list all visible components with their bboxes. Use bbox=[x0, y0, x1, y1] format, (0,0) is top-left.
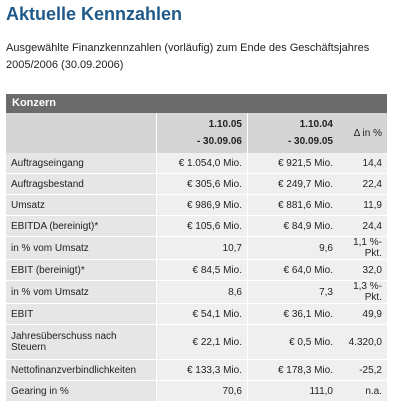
row-value-2005: € 921,5 Mio. bbox=[247, 153, 338, 174]
row-value-2006: € 22,1 Mio. bbox=[156, 324, 248, 360]
row-value-2005: 9,6 bbox=[247, 236, 338, 260]
row-value-2006: € 54,1 Mio. bbox=[156, 303, 248, 325]
row-label: EBITDA (bereinigt)* bbox=[6, 215, 157, 237]
table-row: Gearing in % 70,6 111,0 n.a. bbox=[6, 380, 387, 402]
row-value-2005: € 249,7 Mio. bbox=[247, 173, 338, 195]
column-header-2005: 1.10.04 - 30.09.05 bbox=[247, 113, 338, 153]
table-row: Auftragsbestand € 305,6 Mio. € 249,7 Mio… bbox=[6, 173, 387, 195]
row-value-2005: € 0,5 Mio. bbox=[247, 324, 338, 360]
row-value-2006: € 133,3 Mio. bbox=[156, 359, 248, 381]
row-value-2005: € 178,3 Mio. bbox=[247, 359, 338, 381]
row-value-2006: € 84,5 Mio. bbox=[156, 259, 248, 281]
table-row: EBITDA (bereinigt)* € 105,6 Mio. € 84,9 … bbox=[6, 215, 387, 237]
column-header-2006-line2: - 30.09.06 bbox=[196, 136, 242, 147]
row-value-delta: 24,4 bbox=[338, 215, 387, 237]
row-label: in % vom Umsatz bbox=[6, 236, 157, 260]
row-value-2006: 70,6 bbox=[156, 380, 248, 402]
row-label: EBIT (bereinigt)* bbox=[6, 259, 157, 281]
kennzahlen-table: Konzern 1.10.05 - 30.09.06 1.10.04 - 30.… bbox=[6, 94, 387, 402]
row-label: EBIT bbox=[6, 303, 157, 325]
table-row: in % vom Umsatz 8,6 7,3 1,3 %-Pkt. bbox=[6, 280, 387, 304]
row-value-delta: 49,9 bbox=[338, 303, 387, 325]
row-value-2006: € 986,9 Mio. bbox=[156, 194, 248, 216]
column-header-label bbox=[6, 113, 157, 153]
table-row: Umsatz € 986,9 Mio. € 881,6 Mio. 11,9 bbox=[6, 194, 387, 216]
row-value-2005: € 64,0 Mio. bbox=[247, 259, 338, 281]
column-header-delta-label: Δ in % bbox=[353, 127, 382, 139]
row-label: Jahresüberschuss nach Steuern bbox=[6, 324, 157, 360]
column-header-delta: Δ in % bbox=[338, 113, 387, 153]
row-value-delta: 32,0 bbox=[338, 259, 387, 281]
row-label: Nettofinanzverbindlichkeiten bbox=[6, 359, 157, 381]
column-header-2006-line1: 1.10.05 bbox=[208, 119, 242, 130]
row-label: in % vom Umsatz bbox=[6, 280, 157, 304]
row-value-2005: € 84,9 Mio. bbox=[247, 215, 338, 237]
column-header-2005-line1: 1.10.04 bbox=[299, 119, 333, 130]
row-value-2006: € 305,6 Mio. bbox=[156, 173, 248, 195]
row-value-delta: 22,4 bbox=[338, 173, 387, 195]
row-value-delta: -25,2 bbox=[338, 359, 387, 381]
column-header-row: 1.10.05 - 30.09.06 1.10.04 - 30.09.05 Δ … bbox=[6, 113, 387, 153]
table-row: EBIT € 54,1 Mio. € 36,1 Mio. 49,9 bbox=[6, 303, 387, 325]
row-value-2005: € 881,6 Mio. bbox=[247, 194, 338, 216]
row-value-2005: 7,3 bbox=[247, 280, 338, 304]
row-value-delta: n.a. bbox=[338, 380, 387, 402]
row-value-2006: € 105,6 Mio. bbox=[156, 215, 248, 237]
row-value-delta: 1,1 %-Pkt. bbox=[338, 236, 387, 260]
page-title: Aktuelle Kennzahlen bbox=[6, 4, 183, 24]
row-label: Auftragseingang bbox=[6, 153, 157, 174]
table-row: Jahresüberschuss nach Steuern € 22,1 Mio… bbox=[6, 324, 387, 360]
column-header-2006: 1.10.05 - 30.09.06 bbox=[156, 113, 248, 153]
row-value-2006: 10,7 bbox=[156, 236, 248, 260]
row-value-delta: 4.320,0 bbox=[338, 324, 387, 360]
row-label: Auftragsbestand bbox=[6, 173, 157, 195]
column-header-2005-line2: - 30.09.05 bbox=[287, 136, 333, 147]
table-row: EBIT (bereinigt)* € 84,5 Mio. € 64,0 Mio… bbox=[6, 259, 387, 281]
row-value-2005: € 36,1 Mio. bbox=[247, 303, 338, 325]
row-value-delta: 11,9 bbox=[338, 194, 387, 216]
figures-table: 1.10.05 - 30.09.06 1.10.04 - 30.09.05 Δ … bbox=[6, 113, 387, 402]
table-row: Auftragseingang € 1.054,0 Mio. € 921,5 M… bbox=[6, 153, 387, 174]
row-value-2005: 111,0 bbox=[247, 380, 338, 402]
page-subtitle: Ausgewählte Finanzkennzahlen (vorläufig)… bbox=[6, 42, 370, 71]
row-label: Umsatz bbox=[6, 194, 157, 216]
section-header: Konzern bbox=[6, 94, 387, 113]
row-label: Gearing in % bbox=[6, 380, 157, 402]
table-row: Nettofinanzverbindlichkeiten € 133,3 Mio… bbox=[6, 359, 387, 381]
row-value-delta: 14,4 bbox=[338, 153, 387, 174]
row-value-delta: 1,3 %-Pkt. bbox=[338, 280, 387, 304]
table-row: in % vom Umsatz 10,7 9,6 1,1 %-Pkt. bbox=[6, 236, 387, 260]
row-value-2006: 8,6 bbox=[156, 280, 248, 304]
row-value-2006: € 1.054,0 Mio. bbox=[156, 153, 248, 174]
